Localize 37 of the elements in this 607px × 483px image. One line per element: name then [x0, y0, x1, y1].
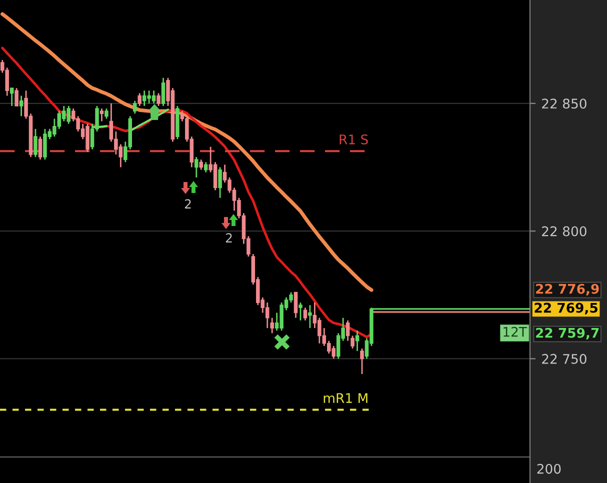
candlestick: [104, 108, 108, 120]
candlestick: [355, 330, 360, 352]
candlestick: [34, 128, 38, 158]
candlestick: [14, 87, 18, 107]
y-tick-label: 22 750: [542, 354, 586, 364]
candlestick: [308, 304, 312, 329]
candlestick: [100, 108, 104, 122]
text: 22 759,7: [536, 328, 599, 340]
annotation: 2: [226, 233, 232, 242]
annotation: 12T: [504, 326, 528, 337]
candlestick: [270, 317, 274, 334]
y-tick-label: 22 800: [542, 226, 586, 236]
candlestick: [19, 95, 24, 117]
candlestick: [138, 92, 142, 107]
ref-line-label: 22 769,5: [534, 302, 598, 314]
candlestick: [360, 348, 364, 375]
candlestick: [38, 136, 42, 160]
annotation: 2: [184, 199, 191, 208]
candlestick: [303, 306, 308, 322]
candlestick: [298, 302, 302, 322]
candlestick: [294, 292, 298, 319]
candlestick: [346, 320, 350, 342]
candlestick: [350, 335, 354, 350]
candlestick: [132, 100, 137, 114]
ref-line-label: R1 S: [340, 134, 368, 144]
candlestick: [265, 302, 270, 329]
line-series: [0, 12, 374, 292]
candlestick: [156, 92, 160, 107]
candlestick: [194, 156, 198, 178]
text: 200: [537, 464, 561, 474]
candlestick: [161, 77, 166, 107]
ref-line-label: mR1 M: [324, 393, 368, 403]
y-tick-label: 22 850: [542, 98, 586, 109]
candlestick: [218, 166, 222, 199]
candlestick: [199, 158, 204, 170]
candlestick: [10, 87, 14, 107]
text: 22 776,9: [536, 284, 599, 296]
